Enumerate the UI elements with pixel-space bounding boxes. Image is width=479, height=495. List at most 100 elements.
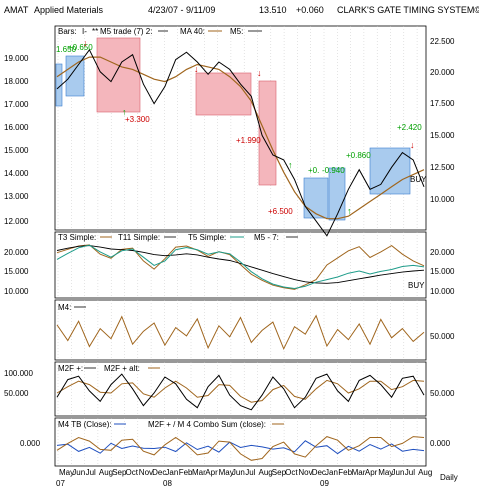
month-label: Apr (365, 468, 378, 477)
y-tick-label: 50.000 (4, 389, 29, 398)
year-label: 08 (163, 479, 172, 488)
m2f-alt-line (56, 379, 425, 403)
month-label: Oct (126, 468, 139, 477)
vertical-gridlines (57, 26, 418, 466)
legend-trade-marker: ** (92, 27, 98, 36)
legend-m4: M4: (58, 303, 71, 312)
month-label: Oct (285, 468, 298, 477)
y-tick-label: 22.500 (430, 37, 455, 46)
month-label: Jul (405, 468, 415, 477)
y-tick-label: 19.000 (4, 54, 29, 63)
month-label: Jul (86, 468, 96, 477)
y-tick-label: 12.000 (4, 217, 29, 226)
y-tick-label: 14.000 (4, 169, 29, 178)
y-tick-label: 12.500 (430, 163, 455, 172)
system-title: CLARK'S GATE TIMING SYSTEM© (337, 5, 479, 15)
legend-m5: M5: (230, 27, 243, 36)
y-tick-label: 15.000 (4, 146, 29, 155)
month-label: Dec (312, 468, 326, 477)
trade-labels: +0.650 1.650 +3.300 +1.990 +6.500 +0. -0… (56, 43, 427, 216)
price-right-axis: 22.500 20.000 17.500 15.000 12.500 10.00… (430, 37, 455, 204)
trade-label: +3.300 (125, 115, 150, 124)
month-label: Dec (152, 468, 166, 477)
y-tick-label: 100.000 (4, 369, 33, 378)
m2f-line (56, 373, 425, 411)
buy-signal-label: BUY (408, 281, 425, 290)
month-label: Jun (232, 468, 245, 477)
signal-arrows: ↓ ↓ ↓ ↑ ↑ ↑ ↓ (83, 38, 415, 216)
legend-bars: Bars: (58, 27, 77, 36)
legend-m2f: M2F +: (58, 364, 83, 373)
month-label: Apr (205, 468, 218, 477)
legend-m5-7: M5 - 7: (254, 233, 279, 242)
month-label: Sep (272, 468, 287, 477)
m4-panel-frame (54, 299, 427, 361)
y-tick-label: 18.000 (4, 77, 29, 86)
legend-m2f-alt: M2F + alt: (104, 364, 140, 373)
legend-m4tb: M4 TB (Close): (58, 420, 112, 429)
y-tick-label: 10.000 (430, 287, 455, 296)
price-panel-legend: Bars: I- ** M5 trade (7) 2: MA 40: M5: (58, 27, 262, 36)
month-label: Aug (99, 468, 113, 477)
legend-bars-swatch: I- (82, 27, 87, 36)
y-tick-label: 17.500 (430, 99, 455, 108)
month-label: Jun (392, 468, 405, 477)
trade-label: +1.990 (236, 136, 261, 145)
price-line (56, 48, 425, 237)
combo-panel-plot (56, 436, 425, 461)
y-tick-label: 16.000 (4, 123, 29, 132)
y-tick-label: 50.000 (430, 332, 455, 341)
combo-panel-frame (54, 417, 427, 467)
y-tick-label: 0.000 (430, 439, 451, 448)
month-label: Aug (418, 468, 432, 477)
month-label: Jan (165, 468, 178, 477)
trade-label: 1.650 (56, 45, 77, 54)
t3-simple-line (56, 244, 425, 290)
buy-zone (65, 55, 85, 97)
month-label: Mar (192, 468, 206, 477)
month-label: Jul (245, 468, 255, 477)
price-panel-plot (56, 48, 425, 237)
date-range: 4/23/07 - 9/11/09 (148, 5, 215, 15)
combo-panel-legend: M4 TB (Close): M2F + / M 4 Combo Sum (cl… (20, 420, 451, 448)
y-tick-label: 10.000 (4, 287, 29, 296)
month-label: Sep (112, 468, 127, 477)
m4-panel-legend: M4: 50.000 (58, 303, 455, 341)
sell-zone (258, 80, 277, 186)
buy-arrow-icon: ↑ (288, 160, 293, 170)
trade-label: +6.500 (268, 207, 293, 216)
m4-line (56, 314, 425, 351)
trend-panel-legend: T3 Simple: T11 Simple: T5 Simple: M5 - 7… (4, 233, 455, 296)
ticker-symbol: AMAT (4, 5, 29, 15)
month-label: May (219, 468, 234, 477)
m4-tb-line (56, 440, 425, 455)
sell-zone (195, 72, 252, 116)
month-label: Nov (139, 468, 153, 477)
legend-combo: M2F + / M 4 Combo Sum (close): (148, 420, 266, 429)
company-name: Applied Materials (34, 5, 104, 15)
month-label: Feb (179, 468, 193, 477)
legend-t3: T3 Simple: (58, 233, 96, 242)
y-tick-label: 20.000 (430, 68, 455, 77)
legend-ma: MA 40: (180, 27, 205, 36)
y-tick-label: 10.000 (430, 195, 455, 204)
y-tick-label: 20.000 (4, 248, 29, 257)
y-tick-label: 50.000 (430, 389, 455, 398)
period-label: Daily (440, 473, 458, 482)
buy-signal-label: BUY (410, 175, 427, 184)
buy-zone (328, 167, 346, 221)
y-tick-label: 15.000 (430, 131, 455, 140)
trend-panel-plot (56, 244, 425, 290)
year-label: 09 (320, 479, 329, 488)
m2f-panel-legend: M2F +: M2F + alt: 100.000 50.000 50.000 (4, 364, 455, 398)
ma-40-line (56, 56, 425, 220)
y-tick-label: 15.000 (430, 267, 455, 276)
m4-panel-plot (56, 314, 425, 351)
t11-simple-line (56, 245, 425, 284)
combo-sum-line (56, 436, 425, 461)
sell-arrow-icon: ↓ (83, 38, 88, 48)
month-label: Feb (338, 468, 352, 477)
